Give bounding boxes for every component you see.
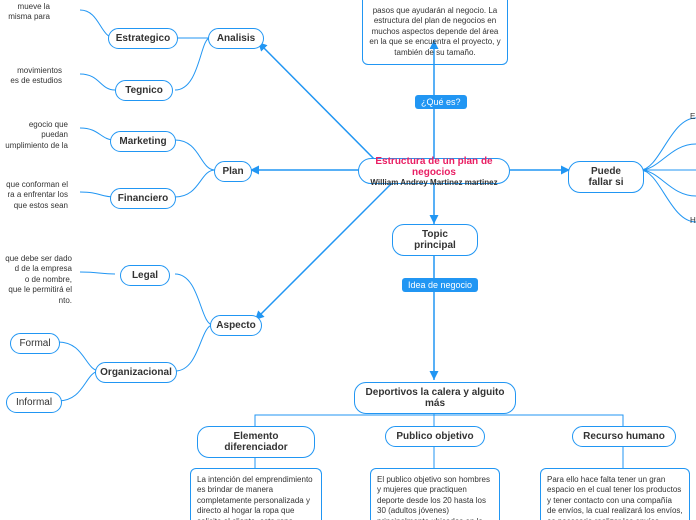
cut-financiero: que conforman el ra a enfrentar los que … [0,180,68,211]
node-tegnico[interactable]: Tegnico [115,80,173,101]
node-publico[interactable]: Publico objetivo [385,426,485,447]
blurb-elemento: La intención del emprendimiento es brind… [190,468,322,520]
node-puede-fallar[interactable]: Puede fallar si [568,161,644,193]
node-informal[interactable]: Informal [6,392,62,413]
node-plan[interactable]: Plan [214,161,252,182]
badge-que-es: ¿Qué es? [415,95,467,109]
node-estrategico[interactable]: Estrategico [108,28,178,49]
node-marketing[interactable]: Marketing [110,131,176,152]
badge-idea: Idea de negocio [402,278,478,292]
blurb-recurso: Para ello hace falta tener un gran espac… [540,468,690,520]
node-financiero[interactable]: Financiero [110,188,176,209]
cut-marketing: egocio que puedan umplimiento de la [0,120,68,151]
center-node[interactable]: Estructura de un plan de negocios Willia… [358,158,510,184]
node-deportivos[interactable]: Deportivos la calera y alguito más [354,382,516,414]
node-elemento[interactable]: Elemento diferenciador [197,426,315,458]
right-cut-e: E [690,112,695,122]
node-legal[interactable]: Legal [120,265,170,286]
center-title: Estructura de un plan de negocios [359,156,509,178]
node-aspecto[interactable]: Aspecto [210,315,262,336]
node-organizacional[interactable]: Organizacional [95,362,177,383]
right-cut-h: H [690,216,696,226]
node-analisis[interactable]: Analisis [208,28,264,49]
node-recurso[interactable]: Recurso humano [572,426,676,447]
cut-tegnico: movimientos es de estudios [0,66,62,87]
blurb-publico: El publico objetivo son hombres y mujere… [370,468,500,520]
center-subtitle: William Andrey Martinez martinez [359,178,509,187]
node-topic[interactable]: Topic principal [392,224,478,256]
cut-legal: que debe ser dado d de la empresa o de n… [0,254,72,306]
cut-estrategico: mueve la misma para [0,2,50,23]
node-formal[interactable]: Formal [10,333,60,354]
top-blurb: pasos que ayudarán al negocio. La estruc… [362,0,508,65]
